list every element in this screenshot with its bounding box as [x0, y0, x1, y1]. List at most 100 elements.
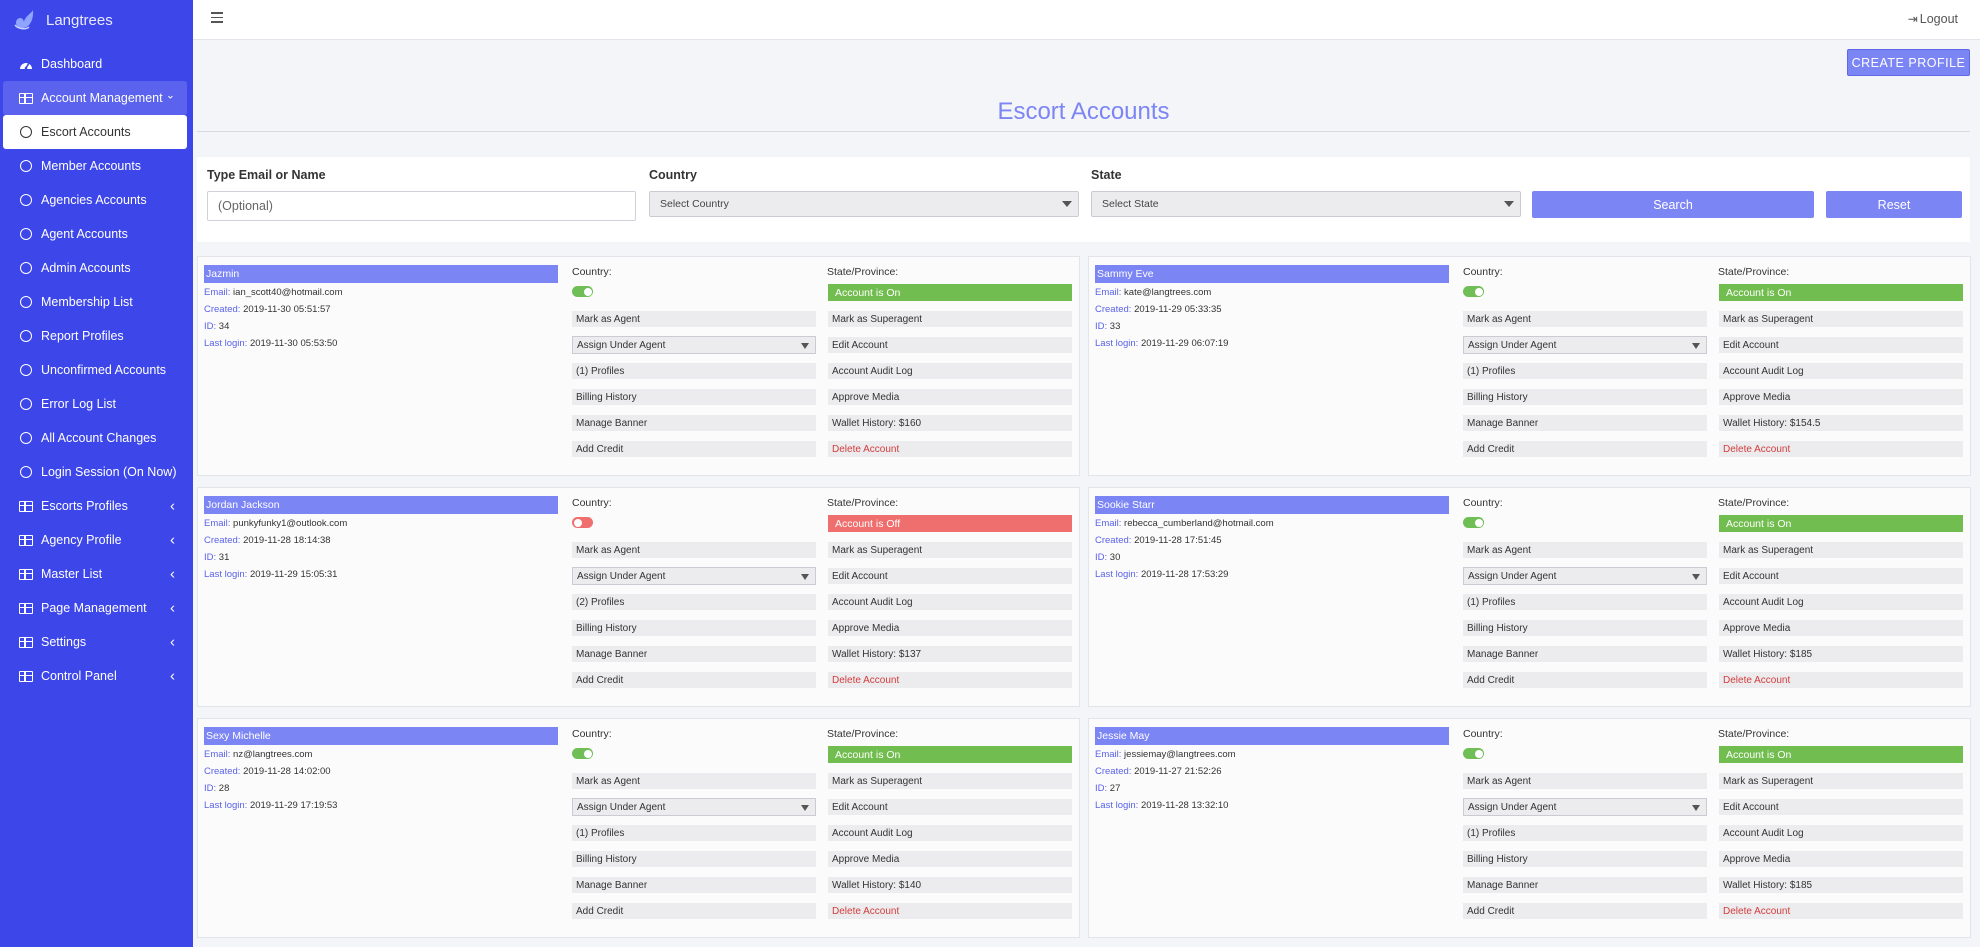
sidebar-item-account-management[interactable]: Account Management ⌄	[3, 81, 187, 115]
mark-as-agent-button[interactable]: Mark as Agent	[1463, 542, 1707, 558]
sidebar-item-page-management[interactable]: Page Management ‹	[3, 591, 187, 625]
delete-account-button[interactable]: Delete Account	[828, 903, 1072, 919]
search-button[interactable]: Search	[1532, 191, 1814, 218]
sidebar-item-agency-profile[interactable]: Agency Profile ‹	[3, 523, 187, 557]
account-toggle[interactable]	[1463, 517, 1484, 528]
create-profile-button[interactable]: CREATE PROFILE	[1847, 49, 1970, 76]
edit-account-button[interactable]: Edit Account	[828, 799, 1072, 815]
account-name[interactable]: Sexy Michelle	[204, 727, 558, 745]
edit-account-button[interactable]: Edit Account	[828, 568, 1072, 584]
sidebar-item-master-list[interactable]: Master List ‹	[3, 557, 187, 591]
edit-account-button[interactable]: Edit Account	[1719, 337, 1963, 353]
logout-button[interactable]: ⇥ Logout	[1908, 12, 1958, 26]
account-audit-log-button[interactable]: Account Audit Log	[1719, 825, 1963, 841]
delete-account-button[interactable]: Delete Account	[828, 672, 1072, 688]
sidebar-item-error-log-list[interactable]: Error Log List	[3, 387, 187, 421]
approve-media-button[interactable]: Approve Media	[1719, 851, 1963, 867]
manage-banner-button[interactable]: Manage Banner	[1463, 877, 1707, 893]
approve-media-button[interactable]: Approve Media	[828, 851, 1072, 867]
sidebar-item-control-panel[interactable]: Control Panel ‹	[3, 659, 187, 693]
account-toggle[interactable]	[1463, 748, 1484, 759]
mark-as-superagent-button[interactable]: Mark as Superagent	[1719, 311, 1963, 327]
account-name[interactable]: Jessie May	[1095, 727, 1449, 745]
add-credit-button[interactable]: Add Credit	[572, 672, 816, 688]
approve-media-button[interactable]: Approve Media	[828, 389, 1072, 405]
edit-account-button[interactable]: Edit Account	[828, 337, 1072, 353]
approve-media-button[interactable]: Approve Media	[1719, 389, 1963, 405]
account-name[interactable]: Sookie Starr	[1095, 496, 1449, 514]
account-toggle[interactable]	[572, 748, 593, 759]
sidebar-item-admin-accounts[interactable]: Admin Accounts	[3, 251, 187, 285]
delete-account-button[interactable]: Delete Account	[1719, 441, 1963, 457]
mark-as-superagent-button[interactable]: Mark as Superagent	[828, 311, 1072, 327]
manage-banner-button[interactable]: Manage Banner	[572, 877, 816, 893]
profiles-button[interactable]: (1) Profiles	[572, 363, 816, 379]
sidebar-item-escort-accounts[interactable]: Escort Accounts	[3, 115, 187, 149]
billing-history-button[interactable]: Billing History	[1463, 620, 1707, 636]
approve-media-button[interactable]: Approve Media	[1719, 620, 1963, 636]
sidebar-item-member-accounts[interactable]: Member Accounts	[3, 149, 187, 183]
account-toggle[interactable]	[572, 286, 593, 297]
edit-account-button[interactable]: Edit Account	[1719, 799, 1963, 815]
sidebar-item-agent-accounts[interactable]: Agent Accounts	[3, 217, 187, 251]
profiles-button[interactable]: (1) Profiles	[1463, 594, 1707, 610]
billing-history-button[interactable]: Billing History	[572, 851, 816, 867]
country-select[interactable]: Select Country	[649, 191, 1079, 217]
mark-as-superagent-button[interactable]: Mark as Superagent	[1719, 773, 1963, 789]
state-select[interactable]: Select State	[1091, 191, 1521, 217]
sidebar-item-settings[interactable]: Settings ‹	[3, 625, 187, 659]
delete-account-button[interactable]: Delete Account	[828, 441, 1072, 457]
wallet-history-button[interactable]: Wallet History: $154.5	[1719, 415, 1963, 431]
account-name[interactable]: Sammy Eve	[1095, 265, 1449, 283]
wallet-history-button[interactable]: Wallet History: $185	[1719, 877, 1963, 893]
add-credit-button[interactable]: Add Credit	[1463, 672, 1707, 688]
mark-as-agent-button[interactable]: Mark as Agent	[572, 311, 816, 327]
account-audit-log-button[interactable]: Account Audit Log	[828, 594, 1072, 610]
assign-under-agent-select[interactable]: Assign Under Agent	[572, 336, 816, 354]
account-audit-log-button[interactable]: Account Audit Log	[828, 825, 1072, 841]
billing-history-button[interactable]: Billing History	[1463, 389, 1707, 405]
approve-media-button[interactable]: Approve Media	[828, 620, 1072, 636]
assign-under-agent-select[interactable]: Assign Under Agent	[1463, 336, 1707, 354]
sidebar-item-agencies-accounts[interactable]: Agencies Accounts	[3, 183, 187, 217]
manage-banner-button[interactable]: Manage Banner	[1463, 415, 1707, 431]
assign-under-agent-select[interactable]: Assign Under Agent	[1463, 567, 1707, 585]
assign-under-agent-select[interactable]: Assign Under Agent	[572, 567, 816, 585]
account-audit-log-button[interactable]: Account Audit Log	[828, 363, 1072, 379]
sidebar-item-unconfirmed-accounts[interactable]: Unconfirmed Accounts	[3, 353, 187, 387]
profiles-button[interactable]: (1) Profiles	[1463, 363, 1707, 379]
email-filter-input[interactable]: (Optional)	[207, 191, 636, 221]
wallet-history-button[interactable]: Wallet History: $140	[828, 877, 1072, 893]
menu-toggle-icon[interactable]	[211, 12, 223, 24]
sidebar-item-login-session-on-now[interactable]: Login Session (On Now)	[3, 455, 187, 489]
assign-under-agent-select[interactable]: Assign Under Agent	[1463, 798, 1707, 816]
account-toggle[interactable]	[572, 517, 593, 528]
wallet-history-button[interactable]: Wallet History: $185	[1719, 646, 1963, 662]
wallet-history-button[interactable]: Wallet History: $160	[828, 415, 1072, 431]
delete-account-button[interactable]: Delete Account	[1719, 903, 1963, 919]
account-audit-log-button[interactable]: Account Audit Log	[1719, 594, 1963, 610]
mark-as-agent-button[interactable]: Mark as Agent	[572, 773, 816, 789]
add-credit-button[interactable]: Add Credit	[1463, 441, 1707, 457]
sidebar-item-membership-list[interactable]: Membership List	[3, 285, 187, 319]
sidebar-item-report-profiles[interactable]: Report Profiles	[3, 319, 187, 353]
add-credit-button[interactable]: Add Credit	[1463, 903, 1707, 919]
mark-as-superagent-button[interactable]: Mark as Superagent	[1719, 542, 1963, 558]
mark-as-agent-button[interactable]: Mark as Agent	[572, 542, 816, 558]
billing-history-button[interactable]: Billing History	[1463, 851, 1707, 867]
brand[interactable]: Langtrees	[0, 0, 193, 40]
delete-account-button[interactable]: Delete Account	[1719, 672, 1963, 688]
sidebar-item-all-account-changes[interactable]: All Account Changes	[3, 421, 187, 455]
manage-banner-button[interactable]: Manage Banner	[1463, 646, 1707, 662]
reset-button[interactable]: Reset	[1826, 191, 1962, 218]
mark-as-agent-button[interactable]: Mark as Agent	[1463, 311, 1707, 327]
profiles-button[interactable]: (2) Profiles	[572, 594, 816, 610]
manage-banner-button[interactable]: Manage Banner	[572, 415, 816, 431]
profiles-button[interactable]: (1) Profiles	[1463, 825, 1707, 841]
sidebar-item-dashboard[interactable]: Dashboard	[3, 47, 187, 81]
billing-history-button[interactable]: Billing History	[572, 620, 816, 636]
profiles-button[interactable]: (1) Profiles	[572, 825, 816, 841]
billing-history-button[interactable]: Billing History	[572, 389, 816, 405]
mark-as-superagent-button[interactable]: Mark as Superagent	[828, 542, 1072, 558]
edit-account-button[interactable]: Edit Account	[1719, 568, 1963, 584]
